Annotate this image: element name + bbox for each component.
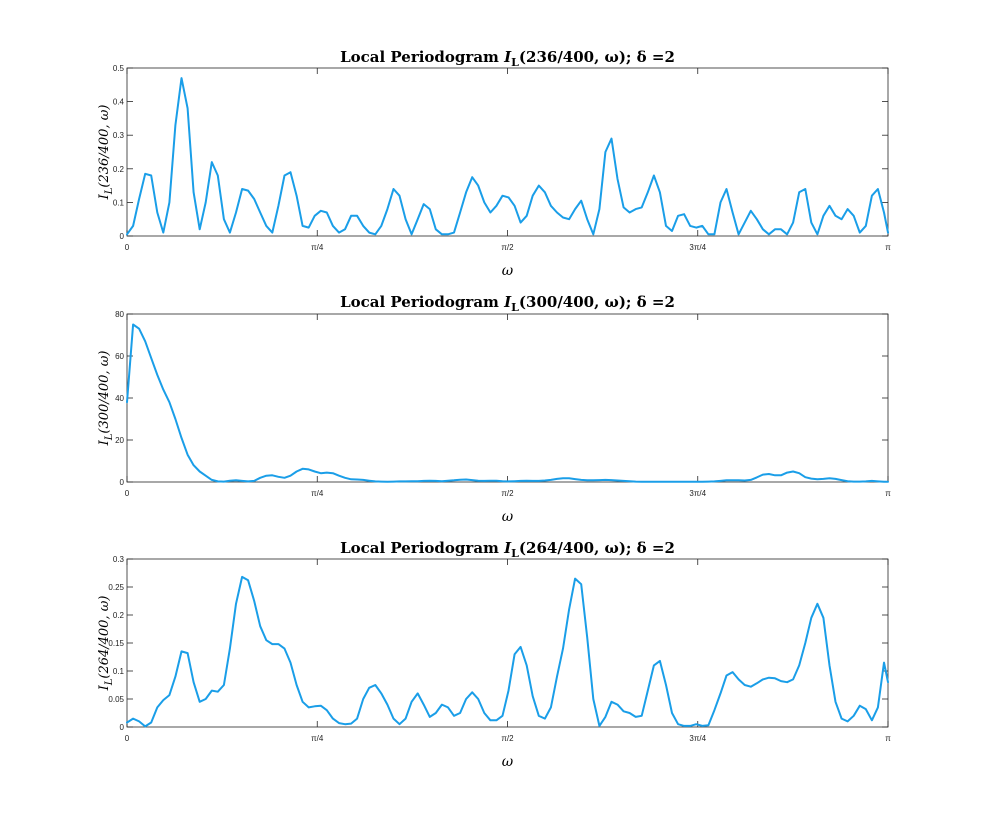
subplot-1: 0 0.1 0.2 0.3 0.4 0.5 0 π/4 π/2 3π/4 π Local Period…	[97, 48, 891, 279]
x-tick-label: 3π/4	[689, 734, 706, 743]
y-tick-label: 0	[120, 232, 125, 241]
y-tick-label: 0.3	[113, 131, 125, 140]
y-tick-label: 60	[115, 352, 124, 361]
x-tick-label: π/2	[501, 243, 514, 252]
x-axis-label: ω	[502, 754, 514, 770]
x-tick-label: π/2	[501, 489, 514, 498]
series-line-1	[126, 575, 889, 728]
subplot-2: 0 20 40 60 80 0 π/4 π/2 3π/4 π Local Periodogram I…	[97, 293, 891, 525]
x-tick-label: 3π/4	[689, 243, 706, 252]
y-axis-label: IL(236/400, ω)	[97, 105, 115, 201]
y-tick-label: 0.1	[113, 198, 125, 207]
chart-title: Local Periodogram IL(236/400, ω); δ =2	[340, 48, 675, 69]
x-tick-label: π/4	[311, 734, 324, 743]
y-tick-label: 0.15	[108, 639, 124, 648]
y-tick-label: 20	[115, 436, 124, 445]
axes-box	[126, 67, 889, 237]
y-tick-label: 0.5	[113, 64, 125, 73]
x-tick-label: 3π/4	[689, 489, 706, 498]
x-tick-label: π	[885, 489, 891, 498]
x-tick-label: π	[885, 734, 891, 743]
y-tick-label: 40	[115, 394, 124, 403]
y-tick-label: 0.05	[108, 695, 124, 704]
x-tick-label: π/4	[311, 489, 324, 498]
y-tick-label: 0.1	[113, 667, 125, 676]
subplot-3: 0 0.05 0.1 0.15 0.2 0.25 0.3 0 π/4 π/2 3π/4 π Local …	[97, 539, 891, 770]
chart-title: Local Periodogram IL(300/400, ω); δ =2	[340, 293, 675, 314]
x-axis-label: ω	[502, 509, 514, 525]
x-tick-label: π/4	[311, 243, 324, 252]
series-line-1	[126, 323, 889, 483]
x-tick-label: 0	[125, 489, 130, 498]
x-tick-label: 0	[125, 243, 130, 252]
y-tick-label: 80	[115, 310, 124, 319]
y-tick-label: 0.4	[113, 98, 125, 107]
y-tick-label: 0	[120, 478, 125, 487]
axes-box	[126, 313, 889, 483]
y-tick-label: 0	[120, 723, 125, 732]
y-tick-label: 0.2	[113, 165, 125, 174]
y-axis-label: IL(264/400, ω)	[97, 596, 115, 692]
y-tick-label: 0.2	[113, 611, 125, 620]
x-axis-label: ω	[502, 263, 514, 279]
x-tick-label: 0	[125, 734, 130, 743]
y-tick-label: 0.25	[108, 583, 124, 592]
x-tick-label: π	[885, 243, 891, 252]
chart-title: Local Periodogram IL(264/400, ω); δ =2	[340, 539, 675, 560]
series-line-1	[126, 77, 889, 236]
y-tick-label: 0.3	[113, 555, 125, 564]
x-tick-label: π/2	[501, 734, 514, 743]
y-axis-label: IL(300/400, ω)	[97, 351, 115, 447]
